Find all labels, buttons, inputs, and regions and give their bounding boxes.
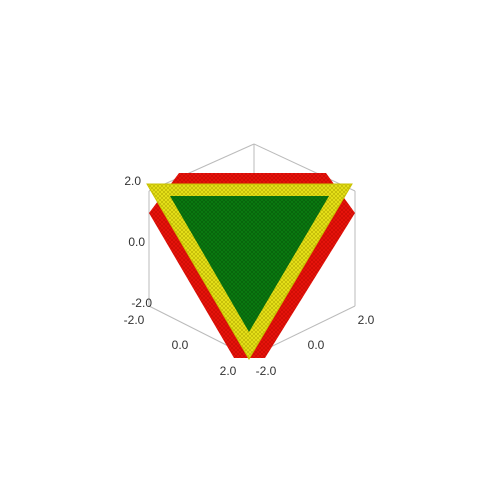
x-axis-ticks: -2.0 0.0 2.0: [124, 313, 237, 378]
y-tick-label: 2.0: [358, 313, 375, 327]
z-tick-label: 0.0: [128, 235, 145, 249]
z-tick-label: 2.0: [124, 174, 141, 188]
x-tick-label: -2.0: [124, 313, 145, 327]
box-edge-back-top-left: [148, 143, 255, 192]
box-edge-back-top-right: [253, 143, 356, 192]
z-axis-ticks: 2.0 0.0 -2.0: [124, 174, 152, 310]
surface-green-triangle: [170, 196, 329, 332]
y-tick-label: 0.0: [308, 338, 325, 352]
y-axis-ticks: -2.0 0.0 2.0: [256, 313, 375, 378]
y-tick-label: -2.0: [256, 364, 277, 378]
z-tick-label: -2.0: [131, 296, 152, 310]
x-tick-label: 2.0: [220, 364, 237, 378]
x-tick-label: 0.0: [172, 338, 189, 352]
surface-group: [146, 173, 355, 360]
